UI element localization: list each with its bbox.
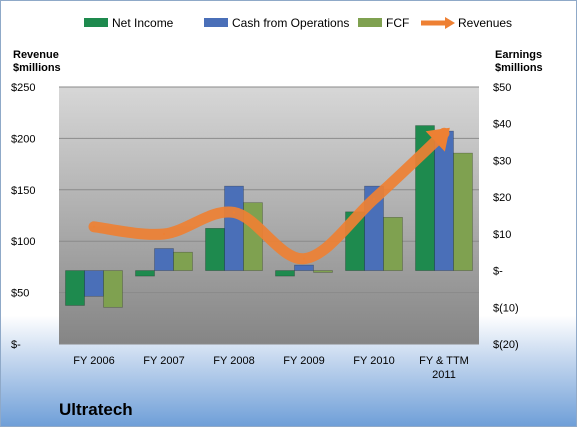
left-tick-label: $200	[11, 133, 35, 145]
legend-label-fcf: FCF	[386, 16, 409, 30]
right-axis-ticks: $(20) $(10) $- $10 $20 $30 $40 $50	[493, 82, 519, 351]
bar-fcf-fy-ttm-2011	[453, 152, 473, 271]
revenue-point-fy-ttm-2011	[443, 132, 445, 135]
right-tick-label: $-	[493, 266, 503, 278]
bar-net-income-fy-2006	[65, 270, 85, 306]
bar-net-income-fy-2009	[275, 270, 295, 277]
revenue-line	[88, 127, 450, 265]
x-axis-ticks: FY 2006 FY 2007 FY 2008 FY 2009 FY 2010 FY & …	[73, 355, 469, 381]
left-tick-label: $250	[11, 82, 35, 94]
left-axis-ticks: $- $50 $100 $150 $200 $250	[11, 82, 35, 351]
bar-cash-from-operations-fy-2009	[294, 264, 314, 271]
company-name: Ultratech	[59, 400, 133, 419]
left-tick-label: $100	[11, 236, 35, 248]
left-tick-label: $150	[11, 185, 35, 197]
legend-swatch-cash-from-operations	[204, 18, 228, 27]
right-tick-label: $(20)	[493, 339, 519, 351]
plot-area	[59, 87, 479, 344]
x-tick-label: FY 2007	[143, 355, 184, 367]
x-tick-label: FY 2010	[353, 355, 394, 367]
left-axis-title-line2: $millions	[13, 62, 61, 74]
bar-net-income-fy-2008	[205, 228, 225, 271]
right-tick-label: $20	[493, 192, 511, 204]
legend-arrow-revenues	[445, 17, 455, 29]
right-tick-label: $50	[493, 82, 511, 94]
right-tick-label: $10	[493, 229, 511, 241]
revenue-point-fy-2009	[303, 257, 305, 260]
legend-swatch-net-income	[84, 18, 108, 27]
bar-cash-from-operations-fy-2006	[84, 270, 104, 297]
right-tick-label: $40	[493, 119, 511, 131]
right-axis-title-line1: Earnings	[495, 49, 542, 61]
bar-net-income-fy-2007	[135, 270, 155, 277]
x-tick-label: FY & TTM 2011	[419, 355, 469, 381]
legend-label-net-income: Net Income	[112, 16, 174, 30]
bars	[65, 125, 473, 308]
left-tick-label: $-	[11, 339, 21, 351]
revenue-point-fy-2010	[373, 198, 375, 201]
x-tick-label: FY 2006	[73, 355, 114, 367]
x-tick-label: FY 2008	[213, 355, 254, 367]
legend: Net Income Cash from Operations FCF Reve…	[84, 16, 512, 30]
right-tick-label: $(10)	[493, 302, 519, 314]
revenue-line-path	[88, 127, 450, 265]
right-tick-label: $30	[493, 155, 511, 167]
bar-fcf-fy-2010	[383, 217, 403, 271]
revenue-point-fy-2007	[163, 233, 165, 236]
right-axis-title-line2: $millions	[495, 62, 543, 74]
bar-fcf-fy-2006	[103, 270, 123, 308]
bar-fcf-fy-2009	[313, 270, 333, 273]
revenue-point-fy-2006	[93, 225, 95, 228]
bar-cash-from-operations-fy-2007	[154, 248, 174, 271]
bar-cash-from-operations-fy-ttm-2011	[434, 130, 454, 271]
legend-label-revenues: Revenues	[458, 16, 512, 30]
legend-label-cash-from-operations: Cash from Operations	[232, 16, 349, 30]
bar-fcf-fy-2007	[173, 251, 193, 271]
left-axis-title-line1: Revenue	[13, 49, 59, 61]
x-tick-label: FY 2009	[283, 355, 324, 367]
left-tick-label: $50	[11, 288, 29, 300]
revenue-point-fy-2008	[233, 211, 235, 214]
legend-swatch-fcf	[358, 18, 382, 27]
bar-cash-from-operations-fy-2008	[224, 185, 244, 271]
